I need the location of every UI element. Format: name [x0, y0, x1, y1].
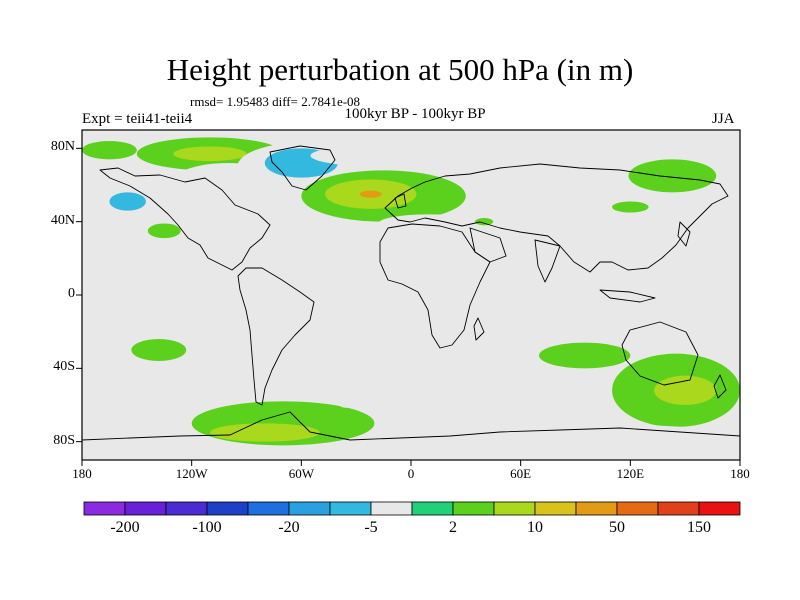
lon-label: 60W [288, 466, 314, 481]
anomaly-patch [484, 368, 631, 413]
coast-india [534, 239, 561, 283]
experiment-label: Expt = teii41-teii4 [82, 111, 193, 127]
coast-madagascar [473, 317, 485, 341]
anomaly-patch [359, 190, 382, 198]
lon-label: 60E [510, 466, 532, 481]
anomaly-patch [612, 201, 649, 213]
anomaly-patch [484, 157, 558, 195]
anomaly-patch [173, 146, 247, 162]
colorbar-swatch [83, 501, 126, 516]
anomaly-patch [378, 214, 481, 233]
colorbar-swatch [411, 501, 454, 516]
anomaly-patch [339, 402, 355, 408]
colorbar-swatch [370, 501, 413, 516]
lat-label: 80S [53, 432, 75, 448]
lon-label: 120W [175, 466, 208, 481]
coast-indonesia [599, 289, 656, 303]
anomaly-patch [442, 344, 545, 367]
lat-label: 0 [68, 286, 75, 301]
colorbar-label: 2 [449, 519, 457, 536]
colorbar-label: 10 [527, 519, 543, 536]
colorbar-swatch [452, 501, 495, 516]
colorbar-swatch [329, 501, 372, 516]
period-label: 100kyr BP - 100kyr BP [344, 106, 486, 122]
anomaly-patch [109, 192, 146, 211]
lat-label: 40S [53, 359, 75, 375]
coast-australia [621, 321, 699, 386]
colorbar-label: -20 [278, 519, 300, 536]
colorbar-swatch [575, 501, 618, 516]
coast-new-zealand [713, 374, 727, 399]
coast-eurasia [384, 163, 729, 273]
colorbar-swatch [493, 501, 536, 516]
colorbar-label: -5 [364, 519, 378, 536]
anomaly-patch [310, 142, 512, 169]
anomaly-patch [538, 342, 631, 369]
coast-south-america [237, 267, 315, 406]
coastlines [82, 145, 740, 441]
lon-label: 0 [407, 466, 415, 481]
colorbar-label: 150 [687, 519, 711, 536]
lon-label: 180 [730, 466, 750, 481]
colorbar-swatch [698, 501, 741, 516]
anomaly-patch [654, 375, 717, 406]
anomaly-patch [82, 370, 284, 415]
anomaly-patch [599, 137, 740, 167]
colorbar-swatch [616, 501, 659, 516]
coast-japan [677, 221, 691, 247]
anomaly-patch [82, 141, 137, 160]
colorbar-swatch [165, 501, 208, 516]
coast-antarctica [82, 411, 740, 441]
coast-british-isles [394, 193, 407, 209]
colorbar-swatch [247, 501, 290, 516]
colorbar-label: -100 [192, 519, 222, 536]
lat-label: 80N [50, 139, 75, 155]
stats-text: rmsd= 1.95483 diff= 2.7841e-08 [190, 94, 361, 109]
colorbar-swatch [288, 501, 331, 516]
colorbar-swatch [124, 501, 167, 516]
chart-title: Height perturbation at 500 hPa (in m) [166, 52, 634, 87]
anomaly-patch [147, 223, 181, 239]
coast-greenland [269, 145, 336, 191]
colorbar-swatch [206, 501, 249, 516]
colorbar-label: 50 [609, 519, 625, 536]
colorbar [83, 501, 741, 516]
coast-arabia [469, 227, 507, 263]
anomaly-patch [131, 339, 187, 361]
axis-ticks [76, 147, 741, 466]
coast-north-america [99, 167, 271, 271]
anomaly-patch [474, 218, 494, 226]
anomaly-patch [209, 423, 320, 442]
anomaly-patch [529, 425, 731, 451]
colorbar-swatch [534, 501, 577, 516]
colorbar-label: -200 [110, 519, 140, 536]
season-label: JJA [712, 111, 735, 127]
lon-label: 180 [72, 466, 92, 481]
anomaly-layer [82, 137, 740, 451]
coast-africa [379, 223, 491, 349]
anomaly-patch [628, 159, 717, 193]
lat-label: 40N [50, 212, 75, 228]
lon-label: 120E [616, 466, 645, 481]
colorbar-swatch [657, 501, 700, 516]
